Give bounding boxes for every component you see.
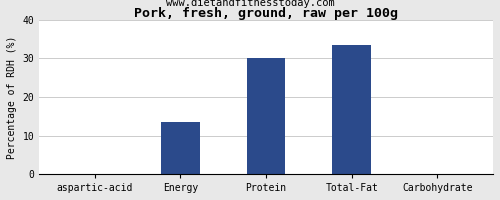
Bar xyxy=(247,58,286,174)
Title: Pork, fresh, ground, raw per 100g: Pork, fresh, ground, raw per 100g xyxy=(134,7,398,20)
Text: www.dietandfitnesstoday.com: www.dietandfitnesstoday.com xyxy=(166,0,334,8)
Bar xyxy=(161,122,200,174)
Y-axis label: Percentage of RDH (%): Percentage of RDH (%) xyxy=(7,35,17,159)
Bar xyxy=(332,45,371,174)
